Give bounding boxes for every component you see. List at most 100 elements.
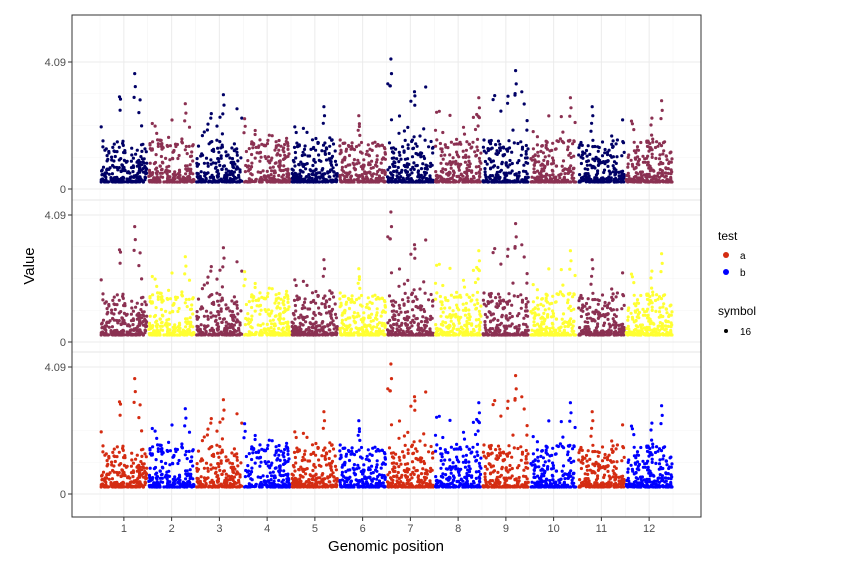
data-point	[544, 175, 548, 179]
data-point	[449, 140, 453, 144]
data-point	[537, 160, 541, 164]
data-point	[481, 298, 485, 302]
data-point	[431, 304, 435, 308]
data-point	[218, 293, 222, 297]
data-point	[265, 169, 269, 173]
data-point	[152, 177, 156, 181]
data-point	[294, 180, 299, 184]
data-point	[136, 159, 140, 163]
data-point	[390, 309, 394, 313]
data-point	[341, 294, 345, 298]
data-point	[412, 90, 417, 94]
data-point	[203, 327, 207, 331]
data-point	[168, 297, 172, 301]
data-point	[428, 329, 432, 333]
data-point	[434, 297, 438, 301]
data-point	[367, 154, 371, 158]
data-point	[478, 175, 482, 179]
data-point	[331, 166, 335, 170]
data-point	[159, 307, 163, 312]
data-point	[219, 154, 223, 158]
data-point	[204, 330, 208, 334]
data-point	[566, 171, 570, 175]
data-point	[361, 167, 365, 171]
data-point	[150, 333, 154, 337]
data-point	[362, 316, 366, 320]
data-point	[438, 294, 442, 299]
data-point	[402, 129, 406, 133]
data-point	[583, 167, 587, 171]
data-point	[651, 137, 655, 141]
data-point	[370, 159, 374, 163]
data-point	[332, 174, 336, 178]
data-point	[332, 327, 336, 331]
data-point	[664, 171, 668, 175]
data-point	[362, 311, 366, 315]
data-point	[455, 290, 459, 294]
data-point	[149, 301, 153, 305]
data-point	[513, 246, 517, 250]
data-point	[519, 293, 523, 297]
data-point	[531, 300, 536, 304]
data-point	[125, 177, 129, 181]
data-point	[191, 172, 195, 176]
data-point	[504, 147, 509, 151]
data-point	[126, 324, 130, 328]
data-point	[266, 327, 270, 331]
data-point	[185, 180, 189, 184]
data-point	[452, 295, 456, 299]
data-point	[593, 177, 597, 181]
data-point	[204, 309, 209, 313]
data-point	[123, 169, 127, 173]
data-point	[436, 176, 440, 180]
data-point	[604, 159, 609, 163]
data-point	[478, 312, 482, 316]
data-point	[607, 169, 611, 173]
data-point	[235, 303, 239, 307]
data-point	[412, 167, 416, 171]
data-point	[184, 317, 188, 321]
data-point	[160, 295, 164, 299]
data-point	[368, 147, 372, 151]
data-point	[235, 107, 239, 111]
data-point	[352, 158, 356, 162]
data-point	[106, 157, 110, 161]
data-point	[243, 270, 247, 274]
data-point	[500, 315, 504, 319]
data-point	[560, 164, 564, 168]
data-point	[444, 168, 448, 172]
data-point	[448, 113, 452, 117]
data-point	[465, 140, 469, 144]
data-point	[176, 156, 180, 161]
data-point	[533, 323, 537, 327]
data-point	[155, 180, 159, 184]
data-point	[277, 180, 281, 184]
data-point	[190, 150, 194, 154]
data-point	[449, 316, 453, 320]
data-point	[188, 171, 192, 176]
data-point	[548, 174, 552, 178]
data-point	[392, 322, 396, 327]
data-point	[434, 144, 438, 148]
data-point	[414, 142, 418, 146]
data-point	[154, 176, 158, 180]
data-point	[274, 145, 278, 150]
data-point	[160, 324, 164, 328]
data-point	[414, 151, 418, 156]
data-point	[479, 151, 483, 155]
data-point	[526, 147, 530, 151]
data-point	[266, 174, 270, 178]
data-point	[397, 313, 401, 317]
data-point	[287, 152, 291, 156]
data-point	[214, 179, 218, 183]
data-point	[405, 318, 409, 322]
data-point	[279, 144, 283, 148]
data-point	[358, 286, 362, 290]
data-point	[399, 170, 403, 174]
data-point	[383, 147, 387, 151]
data-point	[235, 333, 239, 337]
data-point	[132, 95, 136, 99]
data-point	[198, 176, 202, 180]
data-point	[468, 162, 472, 166]
